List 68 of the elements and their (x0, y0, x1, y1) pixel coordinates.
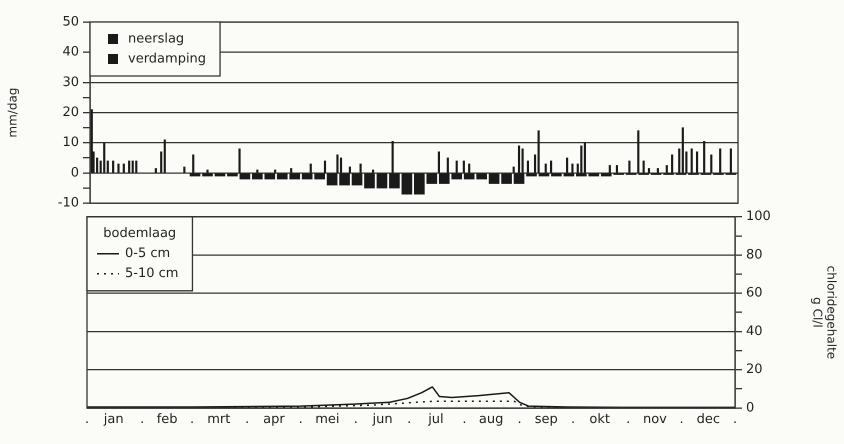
bar (426, 173, 438, 184)
x-tick-label: . (680, 412, 684, 428)
bar (206, 170, 209, 173)
x-tick-label: nov (642, 412, 668, 428)
x-tick-label: jun (371, 412, 393, 428)
bar (128, 160, 130, 173)
bar (414, 173, 425, 194)
bar (164, 139, 166, 173)
y-tick-label: 20 (62, 104, 79, 120)
x-tick-label: . (190, 412, 194, 428)
legend-label: 5-10 cm (125, 266, 178, 282)
bar (90, 109, 93, 173)
x-tick-label: . (245, 412, 250, 428)
y-tick-label: 30 (62, 74, 79, 90)
x-tick-label: . (462, 412, 466, 428)
x-tick-label: mrt (207, 412, 230, 428)
x-tick-label: feb (156, 412, 178, 428)
bar (132, 160, 134, 173)
y-tick-label: 0 (70, 165, 79, 180)
y2-tick-label: 40 (746, 324, 763, 339)
y2-tick-label: 60 (746, 286, 763, 301)
x-tick-label: mei (315, 412, 340, 428)
y-axis-title: mm/dag (5, 88, 20, 138)
x-tick-label: . (570, 412, 576, 428)
x-tick-label: . (518, 412, 522, 428)
x-tick-label: . (732, 412, 738, 428)
x-tick-label: sep (534, 412, 558, 428)
bar (112, 160, 114, 173)
x-tick-label: jul (427, 412, 444, 428)
bar (154, 168, 157, 173)
bar (642, 160, 645, 173)
x-tick-label: okt (589, 412, 610, 428)
legend-label: neerslag (128, 31, 184, 46)
y2-tick-label: 100 (746, 209, 771, 224)
x-tick-label: . (84, 412, 90, 428)
bar (402, 173, 412, 194)
x-tick-label: . (140, 412, 144, 428)
y2-tick-label: 20 (746, 362, 763, 378)
bar (183, 166, 186, 173)
bar (588, 173, 600, 176)
x-tick-label: aug (478, 412, 504, 428)
bar (476, 173, 487, 180)
y-tick-label: -10 (58, 196, 79, 211)
x-tick-label: . (407, 412, 412, 428)
y-tick-label: 10 (62, 135, 79, 150)
x-tick-label: apr (263, 412, 286, 428)
x-tick-label: . (626, 412, 630, 428)
bar (122, 164, 125, 173)
y-tick-label: 40 (62, 44, 79, 60)
y2-axis-title: chloridegehalte g Cl/l (810, 266, 839, 360)
bar (580, 145, 582, 173)
y2-tick-label: 80 (746, 247, 763, 262)
bar (135, 160, 138, 173)
bar (252, 173, 263, 180)
x-tick-label: . (298, 412, 303, 428)
x-tick-label: jan (102, 412, 124, 428)
y-tick-label: 50 (62, 14, 79, 30)
bar (730, 148, 732, 173)
legend-label: 0-5 cm (125, 246, 170, 262)
x-tick-label: . (354, 412, 358, 428)
y2-tick-label: 0 (746, 400, 754, 416)
bar (264, 173, 276, 180)
x-tick-label: dec (696, 412, 720, 428)
bar (103, 142, 106, 173)
legend-label: verdamping (128, 51, 206, 66)
bar (276, 173, 288, 180)
bar (117, 164, 120, 173)
legend-title: bodemlaag (103, 226, 176, 242)
